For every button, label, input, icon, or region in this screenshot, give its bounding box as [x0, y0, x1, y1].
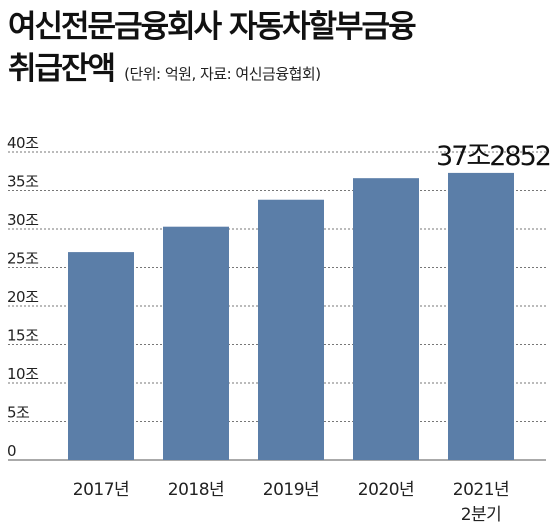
y-tick-label: 10조	[7, 365, 39, 383]
bar	[163, 226, 229, 460]
data-label: 37조2852	[436, 141, 550, 172]
bar	[353, 178, 419, 460]
y-tick-label: 35조	[7, 173, 39, 191]
y-tick-label: 5조	[7, 404, 30, 422]
x-tick-label: 2018년	[168, 480, 224, 500]
x-tick-label: 2017년	[73, 480, 129, 500]
chart-header: 여신전문금융회사 자동차할부금융 취급잔액 (단위: 억원, 자료: 여신금융협…	[8, 6, 548, 95]
x-tick-label: 2019년	[263, 480, 319, 500]
y-tick-label: 30조	[7, 211, 39, 229]
y-tick-label: 15조	[7, 327, 39, 345]
chart-title: 여신전문금융회사 자동차할부금융	[8, 9, 417, 45]
y-tick-label: 0	[7, 442, 16, 460]
bars	[68, 172, 514, 461]
x-tick-label: 2020년	[358, 480, 414, 500]
y-tick-label: 25조	[7, 250, 39, 268]
bar	[258, 199, 324, 461]
chart-title-continued: 취급잔액	[8, 51, 116, 87]
y-tick-label: 20조	[7, 288, 39, 306]
labels: 0 5조 10조 15조 20조 25조 30조 35조 40조 2017년 2018년 2019년 2…	[7, 134, 550, 525]
y-tick-label: 40조	[7, 134, 39, 152]
chart-subtitle: (단위: 억원, 자료: 여신금융협회)	[124, 65, 321, 83]
chart-title-line2: 취급잔액 (단위: 억원, 자료: 여신금융협회)	[8, 48, 548, 95]
x-tick-label: 2021년 2분기	[453, 480, 509, 525]
bar	[68, 252, 134, 460]
bar	[448, 172, 514, 460]
